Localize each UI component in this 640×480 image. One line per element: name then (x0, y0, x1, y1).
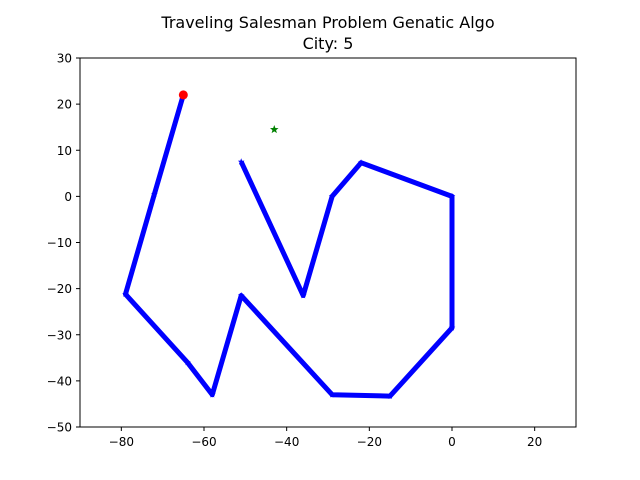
y-tick-label: −50 (47, 421, 72, 435)
city-marker (357, 159, 365, 166)
x-tick-label: −20 (357, 435, 382, 449)
y-axis: 30 20 10 0 −10 −20 −30 −40 −50 (47, 52, 80, 435)
city-marker (184, 358, 191, 366)
city-marker (208, 391, 216, 398)
city-marker (448, 192, 456, 200)
city-marker (151, 190, 158, 197)
city-marker (448, 324, 456, 331)
y-tick-label: 10 (57, 144, 72, 158)
x-tick-label: −60 (191, 435, 216, 449)
plot-content (122, 90, 456, 399)
x-tick-label: −40 (274, 435, 299, 449)
x-tick-label: 0 (448, 435, 456, 449)
y-tick-label: −30 (47, 328, 72, 342)
y-tick-label: 30 (57, 52, 72, 66)
chart-title: Traveling Salesman Problem Genatic Algo (160, 13, 494, 32)
route-line (122, 94, 455, 399)
y-tick-label: −10 (47, 236, 72, 250)
y-tick-label: 20 (57, 98, 72, 112)
city-marker (122, 290, 129, 297)
chart-subtitle: City: 5 (303, 34, 354, 53)
city-marker (237, 158, 245, 165)
y-tick-label: −40 (47, 374, 72, 388)
x-tick-label: −80 (109, 435, 134, 449)
city-marker (328, 192, 336, 200)
current-city-marker (269, 124, 279, 134)
city-marker (386, 392, 394, 399)
x-tick-label: 20 (527, 435, 542, 449)
x-axis: −80 −60 −40 −20 0 20 (109, 427, 542, 449)
start-point-marker (178, 90, 188, 100)
y-tick-label: 0 (64, 190, 72, 204)
city-marker (328, 391, 336, 398)
city-marker (299, 292, 307, 299)
city-marker (237, 292, 245, 299)
y-tick-label: −20 (47, 282, 72, 296)
